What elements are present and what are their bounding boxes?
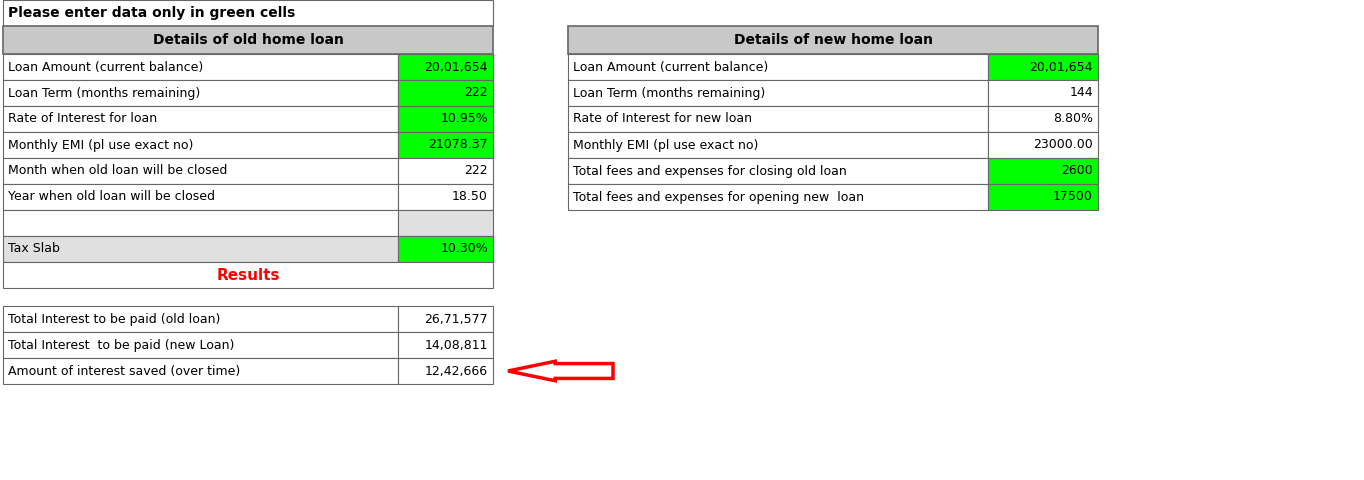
Bar <box>398 106 492 132</box>
Text: Total Interest  to be paid (new Loan): Total Interest to be paid (new Loan) <box>8 338 235 351</box>
Bar <box>398 210 492 236</box>
Text: 17500: 17500 <box>1053 191 1093 204</box>
Text: Results: Results <box>217 267 280 283</box>
Text: Please enter data only in green cells: Please enter data only in green cells <box>8 6 295 20</box>
Text: Details of old home loan: Details of old home loan <box>153 33 344 47</box>
Text: Amount of interest saved (over time): Amount of interest saved (over time) <box>8 364 240 377</box>
Bar <box>3 332 398 358</box>
Text: 18.50: 18.50 <box>451 191 488 204</box>
Text: Year when old loan will be closed: Year when old loan will be closed <box>8 191 216 204</box>
Bar <box>3 210 398 236</box>
Text: Tax Slab: Tax Slab <box>8 242 60 255</box>
Bar <box>3 26 492 54</box>
Bar <box>3 306 398 332</box>
Bar <box>567 106 988 132</box>
Bar <box>988 132 1098 158</box>
Text: 10.95%: 10.95% <box>441 112 488 125</box>
Text: Monthly EMI (pl use exact no): Monthly EMI (pl use exact no) <box>573 139 758 152</box>
Bar <box>3 80 398 106</box>
Bar <box>398 332 492 358</box>
Bar <box>398 236 492 262</box>
Text: Monthly EMI (pl use exact no): Monthly EMI (pl use exact no) <box>8 139 194 152</box>
Text: 26,71,577: 26,71,577 <box>424 312 488 325</box>
Bar <box>3 54 398 80</box>
Bar <box>398 358 492 384</box>
Text: 12,42,666: 12,42,666 <box>424 364 488 377</box>
Text: 222: 222 <box>464 86 488 99</box>
Text: 23000.00: 23000.00 <box>1034 139 1093 152</box>
Text: 20,01,654: 20,01,654 <box>424 60 488 73</box>
Text: Loan Term (months remaining): Loan Term (months remaining) <box>573 86 765 99</box>
Text: 2600: 2600 <box>1061 165 1093 178</box>
Bar <box>3 236 398 262</box>
Text: 222: 222 <box>464 165 488 178</box>
Text: Total fees and expenses for closing old loan: Total fees and expenses for closing old … <box>573 165 847 178</box>
Bar <box>398 80 492 106</box>
Bar <box>988 158 1098 184</box>
Bar <box>988 184 1098 210</box>
Bar <box>567 184 988 210</box>
Bar <box>3 0 492 26</box>
Bar <box>567 80 988 106</box>
Bar <box>3 184 398 210</box>
Text: 10.30%: 10.30% <box>441 242 488 255</box>
Text: 14,08,811: 14,08,811 <box>424 338 488 351</box>
Bar <box>398 132 492 158</box>
Bar <box>398 158 492 184</box>
Text: Details of new home loan: Details of new home loan <box>734 33 933 47</box>
Bar <box>567 158 988 184</box>
Bar <box>398 306 492 332</box>
Text: Rate of Interest for new loan: Rate of Interest for new loan <box>573 112 752 125</box>
Bar <box>567 54 988 80</box>
Bar <box>567 26 1098 54</box>
Bar <box>3 158 398 184</box>
Text: 20,01,654: 20,01,654 <box>1030 60 1093 73</box>
Bar <box>988 80 1098 106</box>
Text: 144: 144 <box>1069 86 1093 99</box>
Text: Month when old loan will be closed: Month when old loan will be closed <box>8 165 228 178</box>
Bar <box>3 262 492 288</box>
Text: Rate of Interest for loan: Rate of Interest for loan <box>8 112 157 125</box>
Bar <box>567 132 988 158</box>
Bar <box>3 106 398 132</box>
Bar <box>988 106 1098 132</box>
Bar <box>398 54 492 80</box>
Text: Loan Amount (current balance): Loan Amount (current balance) <box>573 60 768 73</box>
Text: 8.80%: 8.80% <box>1053 112 1093 125</box>
Bar <box>3 358 398 384</box>
Text: Loan Term (months remaining): Loan Term (months remaining) <box>8 86 201 99</box>
Text: 21078.37: 21078.37 <box>428 139 488 152</box>
Text: Total Interest to be paid (old loan): Total Interest to be paid (old loan) <box>8 312 221 325</box>
Bar <box>988 54 1098 80</box>
Bar <box>398 184 492 210</box>
Bar <box>3 132 398 158</box>
Polygon shape <box>507 361 612 381</box>
Text: Total fees and expenses for opening new  loan: Total fees and expenses for opening new … <box>573 191 863 204</box>
Text: Loan Amount (current balance): Loan Amount (current balance) <box>8 60 203 73</box>
